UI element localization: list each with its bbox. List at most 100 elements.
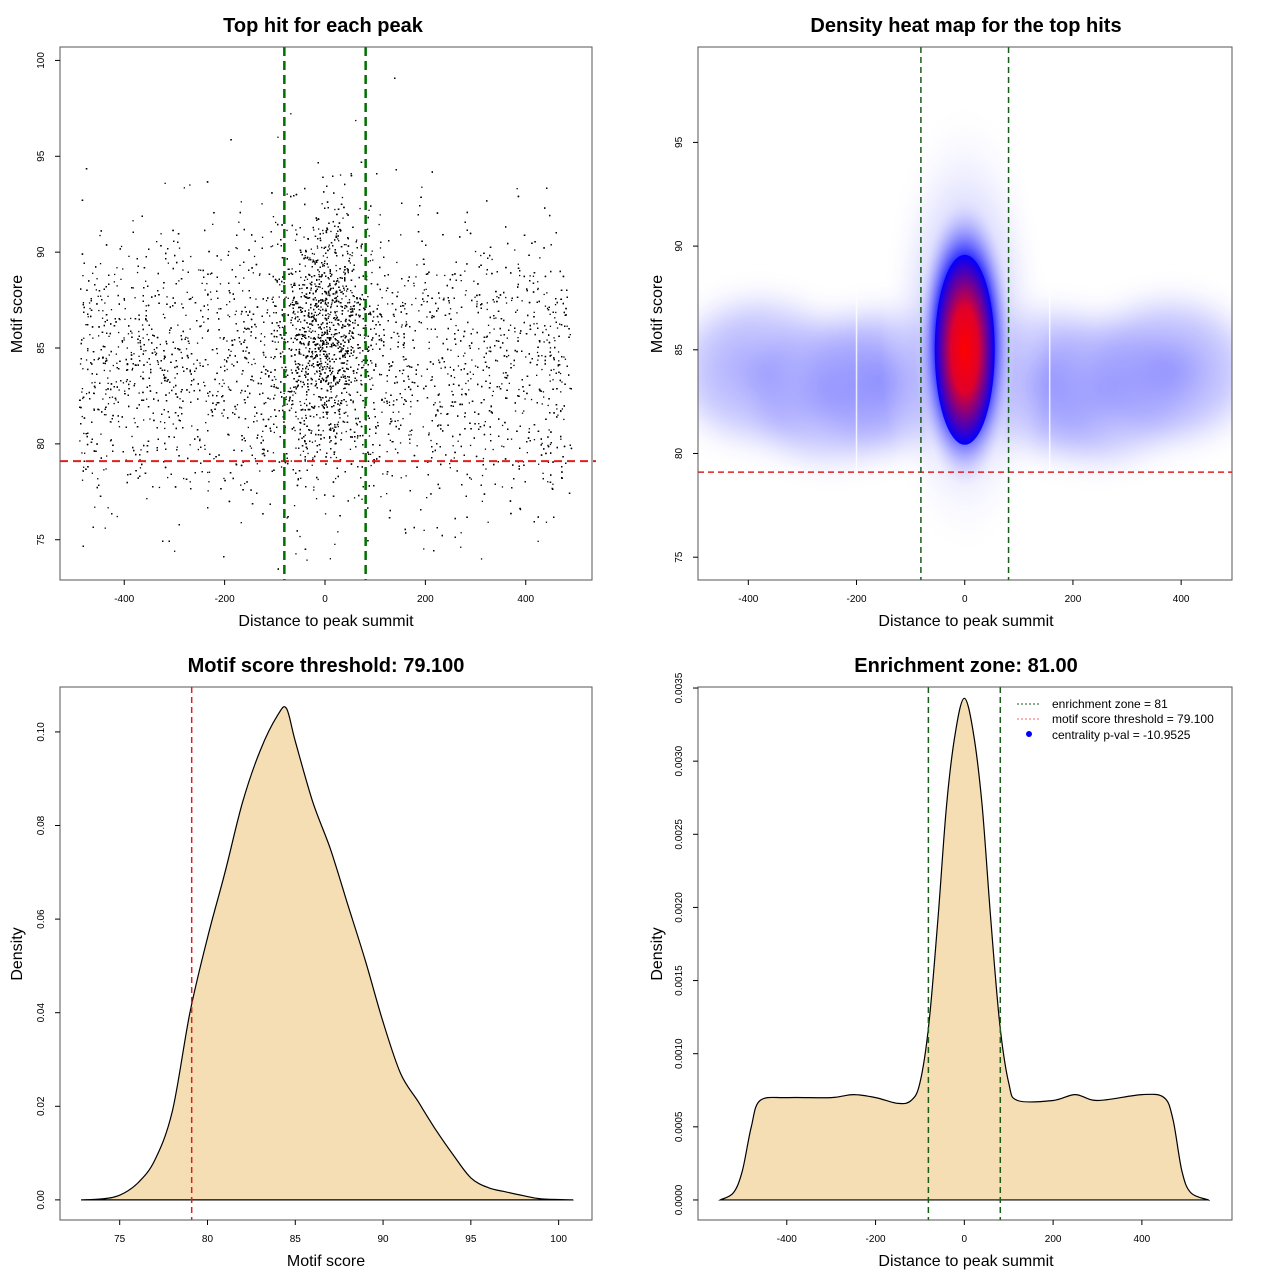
scatter-point (326, 256, 328, 259)
scatter-point (290, 407, 293, 409)
scatter-point (482, 457, 485, 460)
scatter-point (293, 505, 296, 507)
scatter-point (193, 363, 195, 365)
scatter-point (485, 468, 487, 470)
scatter-point (549, 313, 551, 315)
scatter-point (305, 372, 307, 374)
scatter-point (401, 324, 403, 326)
scatter-point (400, 326, 403, 328)
scatter-point (334, 344, 336, 347)
scatter-point (456, 312, 458, 314)
scatter-point (314, 351, 316, 353)
scatter-point (329, 397, 331, 399)
scatter-point (140, 449, 142, 451)
scatter-point (315, 303, 317, 305)
scatter-point (281, 366, 283, 369)
scatter-point (178, 280, 180, 282)
scatter-point (142, 371, 144, 373)
scatter-point (293, 391, 295, 393)
scatter-point (361, 361, 363, 363)
scatter-points (79, 77, 573, 570)
scatter-point (111, 396, 114, 398)
scatter-point (333, 354, 335, 356)
scatter-point (238, 221, 240, 223)
scatter-point (400, 234, 402, 236)
scatter-point (473, 280, 475, 282)
scatter-point (190, 255, 192, 258)
scatter-point (98, 335, 100, 337)
scatter-point (226, 368, 228, 371)
scatter-point (329, 441, 331, 443)
scatter-point (431, 379, 433, 381)
scatter-point (532, 275, 535, 277)
scatter-point (269, 398, 271, 400)
scatter-point (160, 233, 162, 235)
scatter-point (242, 290, 244, 292)
scatter-point (314, 330, 316, 333)
scatter-point (347, 347, 349, 349)
scatter-point (310, 323, 313, 325)
scatter-point (314, 262, 316, 264)
scatter-point (291, 348, 293, 351)
scatter-point (129, 380, 131, 383)
scatter-point (348, 340, 350, 342)
scatter-point (291, 301, 294, 303)
scatter-point (460, 280, 462, 282)
scatter-point (423, 300, 425, 303)
scatter-point (325, 304, 328, 306)
scatter-point (305, 347, 307, 349)
scatter-point (461, 388, 463, 390)
scatter-point (457, 355, 459, 357)
scatter-point (276, 281, 278, 283)
scatter-point (344, 320, 346, 322)
scatter-point (204, 444, 206, 447)
scatter-point (389, 366, 391, 368)
scatter-point (474, 365, 477, 367)
scatter-point (368, 235, 370, 237)
scatter-point (366, 396, 368, 399)
scatter-point (345, 305, 347, 307)
scatter-point (470, 378, 472, 380)
scatter-point (347, 415, 349, 417)
scatter-point (265, 300, 268, 302)
scatter-point (343, 383, 346, 385)
scatter-point (549, 325, 552, 327)
scatter-point (529, 275, 531, 277)
scatter-point (405, 321, 407, 323)
scatter-point (430, 379, 432, 381)
scatter-point (457, 440, 459, 442)
scatter-point (318, 271, 320, 273)
scatter-point (354, 301, 356, 303)
scatter-point (554, 304, 557, 306)
scatter-point (97, 358, 99, 361)
scatter-point (327, 286, 329, 288)
scatter-point (315, 351, 317, 353)
scatter-point (335, 233, 338, 235)
scatter-point (392, 441, 394, 443)
scatter-point (331, 302, 333, 304)
scatter-point (345, 411, 347, 413)
scatter-point (314, 373, 316, 375)
scatter-point (328, 321, 331, 323)
scatter-point (322, 265, 324, 267)
scatter-point (304, 334, 306, 336)
scatter-point (406, 365, 408, 367)
scatter-point (132, 220, 134, 222)
scatter-point (120, 245, 123, 248)
scatter-point (418, 310, 420, 312)
scatter-point (486, 347, 488, 349)
scatter-point (405, 475, 407, 477)
scatter-point (343, 334, 345, 336)
scatter-point (228, 434, 230, 436)
scatter-point (330, 304, 333, 306)
scatter-point (315, 318, 317, 320)
scatter-point (372, 451, 374, 454)
scatter-point (105, 357, 107, 360)
scatter-point (108, 335, 110, 337)
scatter-point (308, 364, 311, 367)
scatter-point (425, 288, 427, 290)
scatter-point (258, 274, 261, 276)
scatter-point (455, 324, 457, 327)
scatter-point (303, 236, 305, 238)
scatter-point (307, 379, 309, 381)
